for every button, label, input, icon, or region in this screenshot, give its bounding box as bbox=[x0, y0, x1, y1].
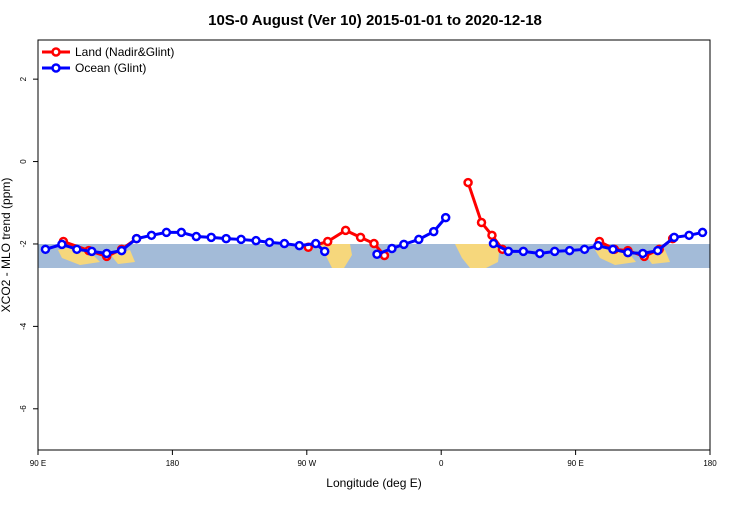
y-tick-label: 0 bbox=[19, 159, 28, 164]
point bbox=[463, 177, 473, 188]
x-tick-label: 180 bbox=[703, 459, 717, 468]
point bbox=[623, 247, 633, 258]
point bbox=[57, 239, 67, 250]
legend-marker bbox=[51, 47, 61, 57]
point bbox=[319, 246, 330, 257]
point bbox=[311, 238, 321, 249]
point bbox=[564, 245, 575, 256]
point bbox=[146, 230, 157, 241]
point bbox=[428, 226, 439, 237]
point bbox=[535, 248, 545, 259]
legend-marker bbox=[51, 63, 61, 73]
point bbox=[355, 232, 366, 243]
point bbox=[684, 230, 694, 241]
point bbox=[488, 238, 499, 249]
point bbox=[72, 244, 82, 255]
y-tick-label: -2 bbox=[19, 240, 28, 248]
point bbox=[549, 246, 560, 257]
legend-label: Land (Nadir&Glint) bbox=[75, 45, 174, 59]
point bbox=[40, 244, 51, 255]
point bbox=[251, 235, 261, 246]
point bbox=[593, 240, 603, 251]
y-tick-label: -4 bbox=[19, 322, 28, 330]
point bbox=[191, 231, 202, 242]
y-tick-label: -6 bbox=[19, 405, 28, 413]
point bbox=[440, 212, 451, 223]
point bbox=[131, 233, 142, 244]
point bbox=[322, 236, 333, 247]
point bbox=[476, 217, 487, 228]
point bbox=[87, 246, 97, 257]
point bbox=[161, 227, 172, 238]
point bbox=[697, 227, 708, 238]
point bbox=[369, 238, 379, 249]
point bbox=[294, 240, 305, 251]
x-axis-label: Longitude (deg E) bbox=[326, 476, 421, 490]
point bbox=[608, 244, 618, 255]
point bbox=[176, 227, 187, 238]
point bbox=[399, 239, 409, 250]
point bbox=[638, 248, 648, 259]
point bbox=[206, 232, 216, 243]
point bbox=[503, 246, 514, 257]
point bbox=[221, 233, 231, 244]
y-tick-label: 2 bbox=[19, 76, 28, 81]
point bbox=[340, 225, 351, 236]
point bbox=[116, 245, 127, 256]
y-axis-label: XCO2 - MLO trend (ppm) bbox=[0, 178, 13, 313]
point bbox=[487, 230, 497, 241]
point bbox=[518, 246, 529, 257]
point bbox=[101, 248, 112, 259]
x-tick-label: 0 bbox=[439, 459, 444, 468]
point bbox=[579, 244, 590, 255]
point bbox=[279, 238, 290, 249]
legend-label: Ocean (Glint) bbox=[75, 61, 146, 75]
point bbox=[236, 234, 246, 245]
point bbox=[669, 232, 679, 243]
plot-frame bbox=[37, 39, 711, 451]
x-tick-label: 90 E bbox=[30, 459, 46, 468]
point bbox=[264, 237, 275, 248]
x-tick-label: 90 E bbox=[567, 459, 583, 468]
chart-title: 10S-0 August (Ver 10) 2015-01-01 to 2020… bbox=[208, 12, 542, 29]
x-tick-label: 90 W bbox=[297, 459, 316, 468]
x-tick-label: 180 bbox=[166, 459, 180, 468]
point bbox=[414, 234, 424, 245]
point bbox=[372, 249, 382, 260]
point bbox=[387, 243, 397, 254]
point bbox=[652, 245, 663, 256]
